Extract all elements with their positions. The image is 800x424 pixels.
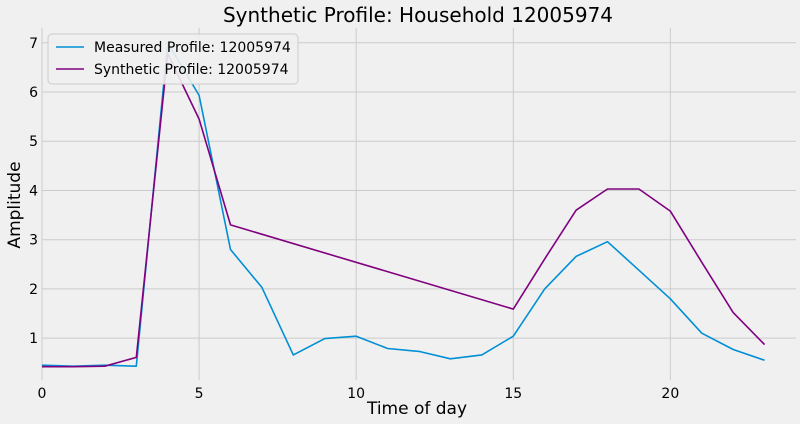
- y-tick-label: 5: [29, 134, 38, 150]
- ticks: 0 5 10 15 20 1 2 3 4 5 6 7: [29, 36, 679, 402]
- y-tick-label: 3: [29, 233, 38, 249]
- y-tick-label: 1: [29, 331, 38, 347]
- legend-label-synthetic: Synthetic Profile: 12005974: [94, 62, 289, 78]
- series-layer: [41, 41, 766, 368]
- legend-label-measured: Measured Profile: 12005974: [94, 40, 291, 56]
- y-tick-label: 2: [29, 282, 38, 298]
- y-tick-label: 7: [29, 36, 38, 52]
- series-line-1: [42, 52, 766, 368]
- x-tick-label: 10: [347, 386, 365, 402]
- grid: [41, 28, 796, 380]
- x-tick-label: 0: [38, 386, 47, 402]
- x-tick-label: 20: [661, 386, 679, 402]
- legend-box: [47, 33, 299, 85]
- chart-title: Synthetic Profile: Household 12005974: [223, 3, 613, 27]
- x-tick-label: 5: [195, 386, 204, 402]
- y-tick-label: 4: [29, 183, 38, 199]
- x-axis-label: Time of day: [366, 399, 467, 419]
- y-axis-label: Amplitude: [5, 161, 25, 248]
- y-tick-label: 6: [29, 85, 38, 101]
- x-tick-label: 15: [504, 386, 522, 402]
- legend: Measured Profile: 12005974 Synthetic Pro…: [47, 33, 299, 85]
